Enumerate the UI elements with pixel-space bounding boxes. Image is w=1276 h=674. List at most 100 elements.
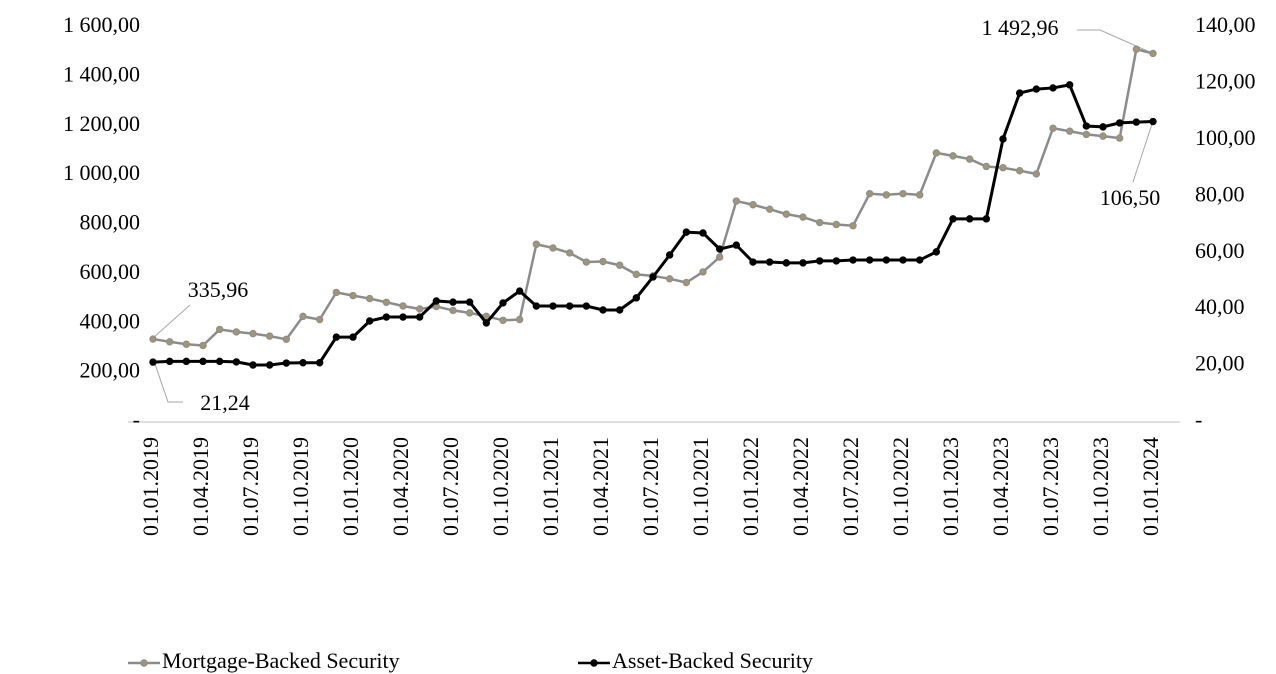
point: [465, 309, 474, 317]
point: [1115, 119, 1124, 127]
x-tick-label: 01.10.2023: [1088, 437, 1113, 536]
point: [1082, 122, 1091, 130]
point: [165, 338, 174, 346]
point: [915, 191, 924, 199]
x-tick-label: 01.01.2024: [1138, 437, 1163, 536]
point: [849, 256, 857, 264]
point: [982, 162, 991, 171]
legend-label: Asset-Backed Security: [612, 648, 813, 673]
x-tick-label: 01.10.2019: [288, 437, 313, 536]
point: [799, 213, 807, 221]
point: [349, 291, 357, 300]
point: [515, 315, 524, 324]
series-line: [152, 47, 1154, 347]
point: [532, 302, 541, 310]
point: [399, 302, 407, 310]
x-tick-label: 01.10.2021: [688, 437, 713, 536]
y2-tick-label: 80,00: [1195, 181, 1245, 206]
x-tick-label: 01.04.2020: [388, 437, 413, 536]
point: [715, 253, 724, 261]
point: [1082, 130, 1091, 139]
point: [415, 313, 424, 321]
y2-tick-label: -: [1195, 407, 1202, 432]
point: [332, 333, 341, 341]
point: [915, 256, 924, 264]
point: [982, 215, 991, 223]
point: [432, 297, 441, 305]
point: [1149, 117, 1157, 126]
point: [515, 287, 524, 295]
point: [582, 302, 591, 310]
point: [165, 357, 174, 366]
point: [782, 210, 791, 218]
point: [149, 335, 157, 343]
leader-line: [1077, 29, 1153, 54]
point: [1065, 127, 1074, 135]
x-tick-label: 01.01.2021: [538, 437, 563, 536]
x-tick-label: 01.07.2020: [438, 437, 463, 536]
x-tick-label: 01.04.2019: [188, 437, 213, 536]
leader-line: [154, 363, 183, 403]
x-tick-label: 01.07.2021: [638, 437, 663, 536]
point: [615, 306, 624, 314]
x-tick-label: 01.01.2023: [938, 437, 963, 536]
point: [249, 329, 257, 338]
point: [282, 359, 291, 367]
point: [965, 215, 974, 223]
y2-tick-label: 40,00: [1195, 294, 1245, 319]
point: [1065, 81, 1074, 89]
point: [882, 191, 891, 199]
point: [232, 358, 241, 366]
point: [865, 256, 874, 264]
point: [465, 298, 474, 306]
x-tick-label: 01.04.2021: [588, 437, 613, 536]
x-tick-label: 01.07.2023: [1038, 437, 1063, 536]
point: [732, 241, 741, 249]
point: [332, 288, 341, 297]
point: [182, 357, 191, 366]
point: [315, 359, 324, 367]
point: [499, 299, 507, 307]
point: [215, 357, 224, 366]
y2-tick-label: 100,00: [1195, 125, 1256, 150]
point: [265, 361, 274, 369]
data-label: 106,50: [1100, 185, 1161, 210]
point: [1015, 166, 1024, 175]
point: [799, 259, 807, 267]
point: [1032, 85, 1041, 93]
y-tick-label: 600,00: [80, 259, 141, 284]
point: [199, 357, 207, 366]
point: [1049, 84, 1057, 92]
point: [365, 294, 374, 303]
point: [1132, 118, 1141, 126]
point: [765, 258, 774, 266]
point: [682, 278, 691, 287]
point: [1099, 123, 1107, 131]
point: [382, 313, 391, 321]
point: [765, 205, 774, 213]
legend-label: Mortgage-Backed Security: [162, 648, 400, 673]
point: [849, 222, 857, 230]
point: [215, 325, 224, 334]
y2-tick-label: 60,00: [1195, 238, 1245, 263]
point: [999, 164, 1007, 172]
point: [832, 257, 841, 265]
point: [899, 189, 907, 198]
series-line: [152, 83, 1154, 367]
point: [1049, 124, 1057, 132]
point: [449, 306, 457, 315]
x-tick-label: 01.10.2020: [488, 437, 513, 536]
legend-marker: [140, 659, 148, 667]
point: [415, 305, 424, 313]
point: [565, 249, 574, 257]
point: [932, 149, 941, 157]
point: [832, 220, 841, 229]
x-tick-label: 01.01.2022: [738, 437, 763, 536]
point: [699, 229, 707, 237]
point: [732, 197, 741, 205]
point: [899, 256, 907, 264]
point: [949, 152, 957, 160]
point: [182, 340, 191, 348]
point: [715, 245, 724, 253]
y2-tick-label: 120,00: [1195, 68, 1256, 93]
